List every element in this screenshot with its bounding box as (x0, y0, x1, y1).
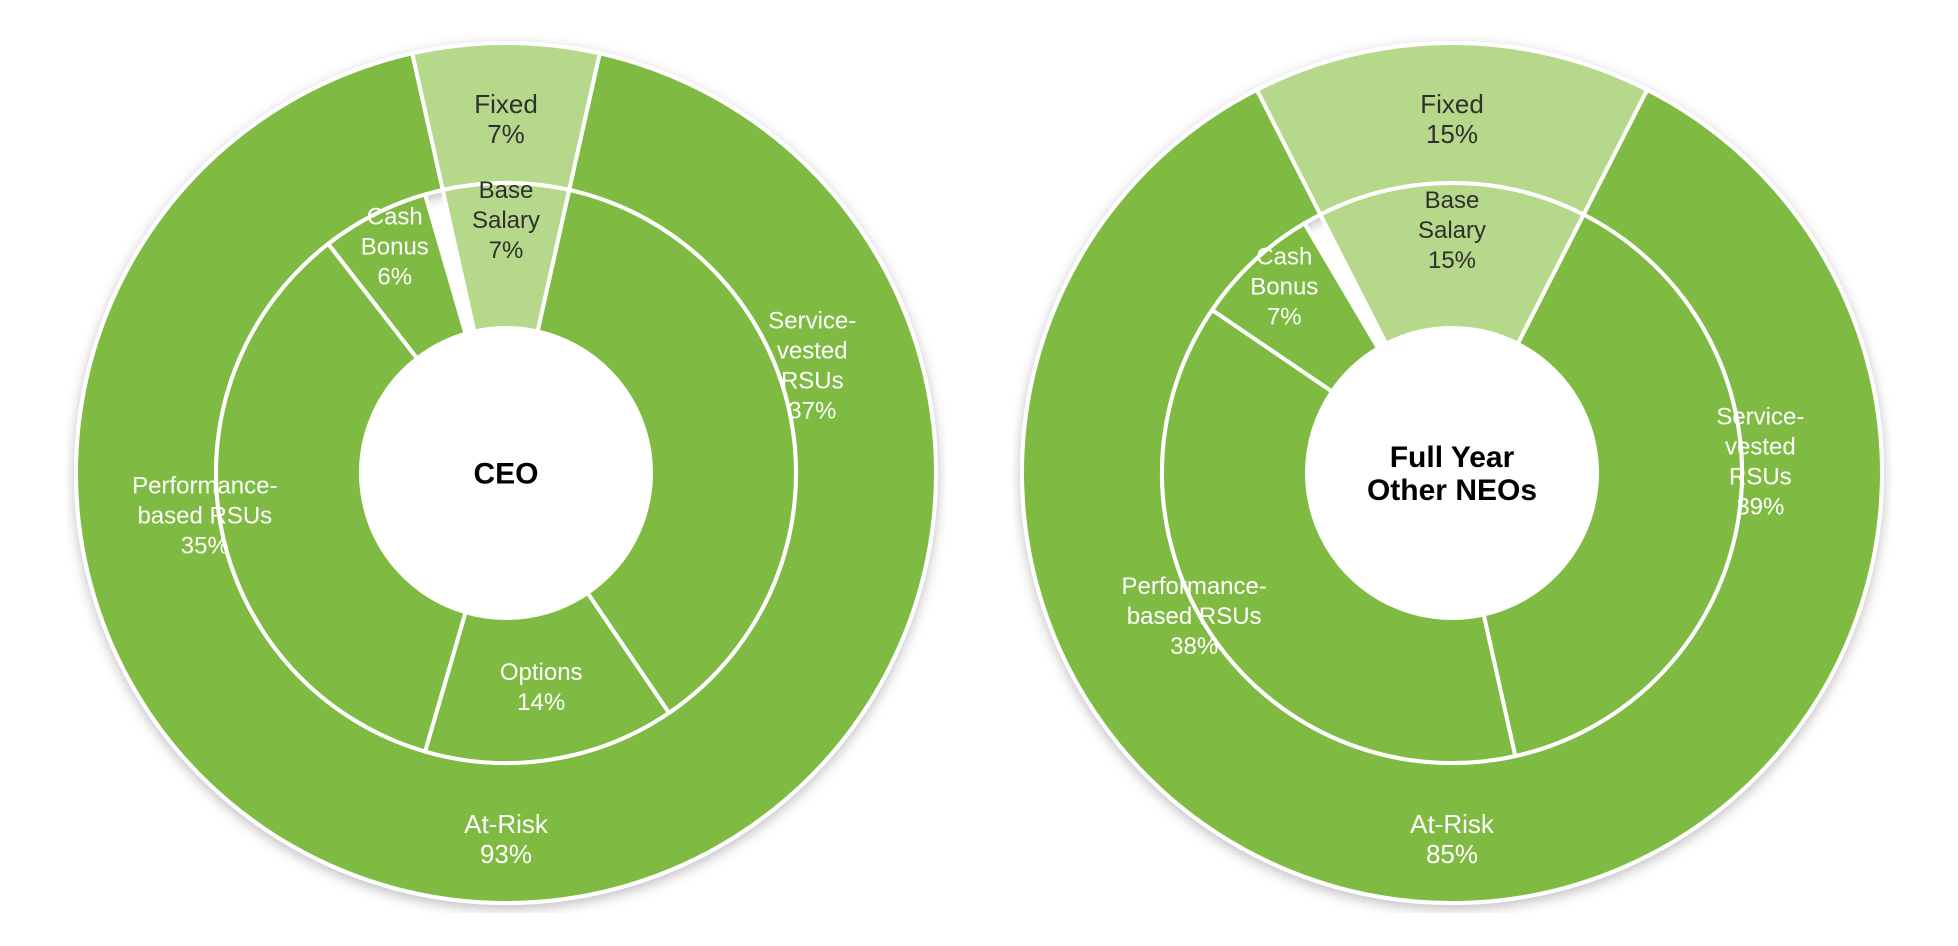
chart-stage: Fixed7%At-Risk93%BaseSalary7%Service-ves… (0, 0, 1958, 946)
center-title-ceo: CEO (473, 458, 538, 491)
ceo-donut-chart: Fixed7%At-Risk93%BaseSalary7%Service-ves… (66, 33, 946, 913)
inner-label-base_salary: BaseSalary15% (1418, 187, 1486, 274)
outer-label-fixed: Fixed15% (1420, 89, 1484, 149)
neos-donut-chart: Fixed15%At-Risk85%BaseSalary15%Service-v… (1012, 33, 1892, 913)
center-title-neos: Full YearOther NEOs (1367, 441, 1537, 507)
